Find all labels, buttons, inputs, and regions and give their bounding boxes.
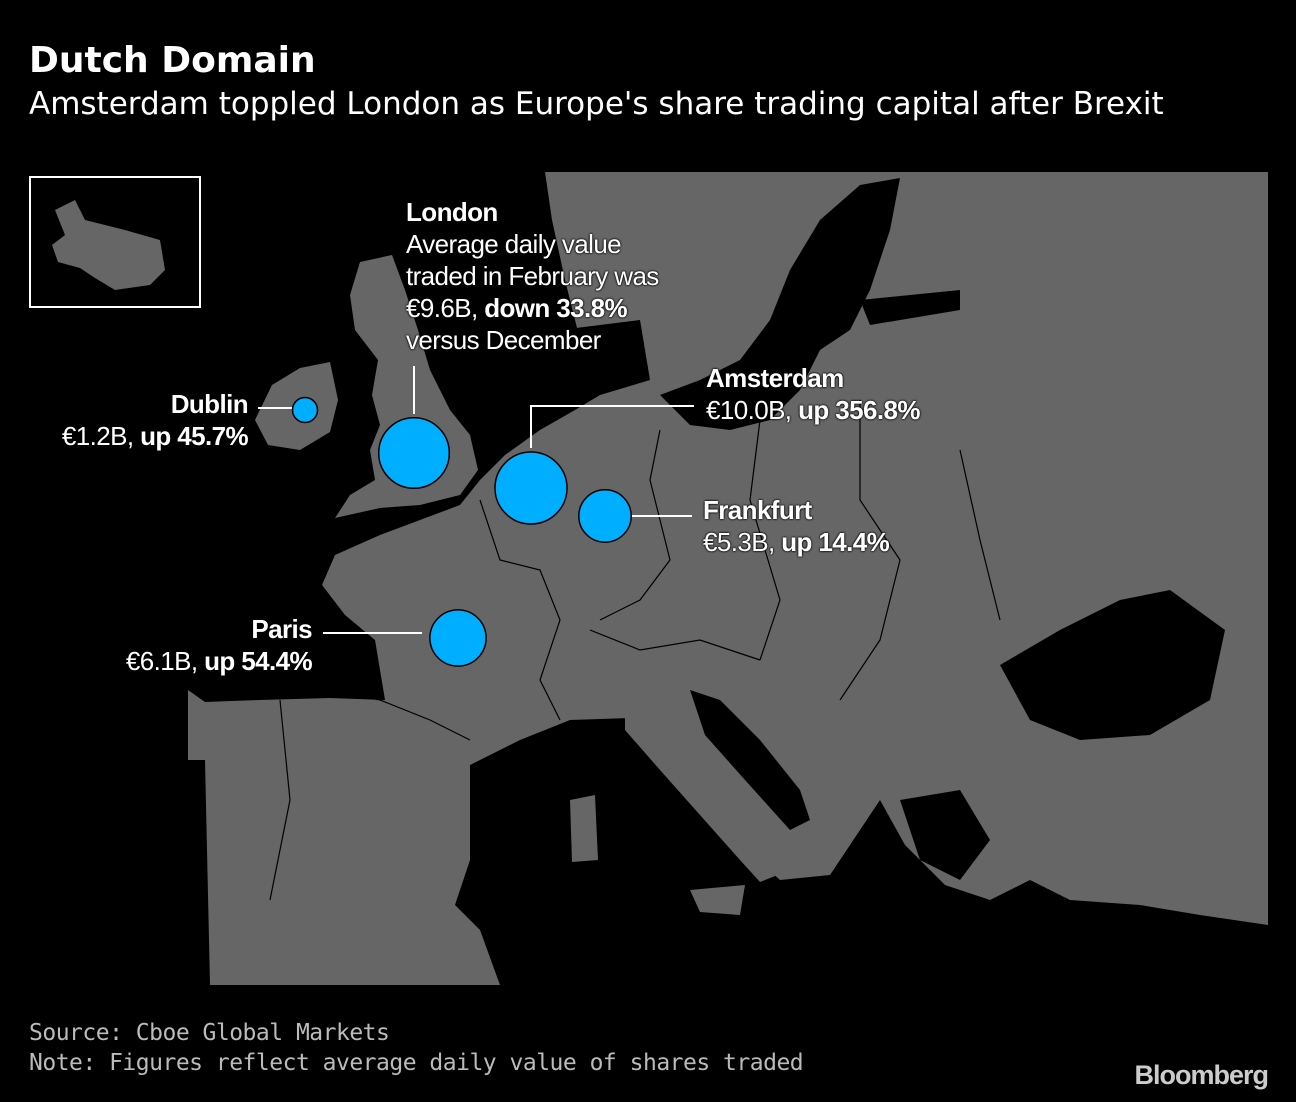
label-amsterdam: Amsterdam €10.0B, up 356.8%: [706, 362, 920, 426]
chart-subtitle: Amsterdam toppled London as Europe's sha…: [29, 86, 1164, 122]
bubble-amsterdam: [494, 451, 568, 525]
label-paris: Paris €6.1B, up 54.4%: [125, 613, 313, 677]
footnote: Note: Figures reflect average daily valu…: [29, 1050, 804, 1076]
city-name: Dublin: [170, 389, 249, 419]
black-sea: [1000, 590, 1225, 740]
bubble-dublin: [291, 396, 319, 424]
city-change: up 356.8%: [798, 395, 920, 425]
leader-lines: [258, 366, 694, 634]
bubble-frankfurt: [578, 489, 632, 543]
city-value: €10.0B,: [706, 395, 792, 425]
atlantic-south: [188, 760, 210, 985]
city-change: down 33.8%: [484, 293, 628, 323]
label-line: versus December: [406, 325, 601, 355]
baltic-sea: [660, 178, 900, 430]
label-frankfurt: Frankfurt €5.3B, up 14.4%: [703, 494, 890, 558]
city-name: Amsterdam: [706, 363, 844, 393]
city-value: €6.1B,: [125, 646, 198, 676]
italy: [625, 690, 800, 882]
country-borders: [269, 400, 1001, 901]
city-change: up 45.7%: [140, 421, 249, 451]
label-dublin: Dublin €1.2B, up 45.7%: [61, 388, 249, 452]
bloomberg-logo: Bloomberg: [1134, 1060, 1269, 1090]
iceland-inset: [29, 176, 201, 308]
city-name: Paris: [251, 614, 312, 644]
city-change: up 54.4%: [204, 646, 313, 676]
city-value: €9.6B,: [406, 293, 478, 323]
city-value: €5.3B,: [703, 527, 775, 557]
city-change: up 14.4%: [781, 527, 890, 557]
label-line: traded in February was: [406, 261, 659, 291]
sardinia: [570, 795, 598, 862]
source-note: Source: Cboe Global Markets: [29, 1020, 390, 1046]
label-london: London Average daily value traded in Feb…: [406, 196, 659, 356]
gulf-of-finland: [860, 290, 960, 325]
chart-title: Dutch Domain: [29, 40, 316, 81]
sicily: [690, 885, 745, 915]
city-value: €1.2B,: [61, 421, 134, 451]
bubble-paris: [429, 609, 487, 667]
city-name: Frankfurt: [703, 495, 812, 525]
city-name: London: [406, 197, 498, 227]
adriatic-sea: [690, 690, 810, 830]
iceland: [52, 200, 165, 290]
aegean-sea: [900, 790, 990, 880]
mediterranean-sea: [455, 718, 1268, 985]
skagerrak: [560, 320, 650, 395]
label-line: Average daily value: [406, 229, 622, 259]
bubble-london: [377, 416, 451, 490]
